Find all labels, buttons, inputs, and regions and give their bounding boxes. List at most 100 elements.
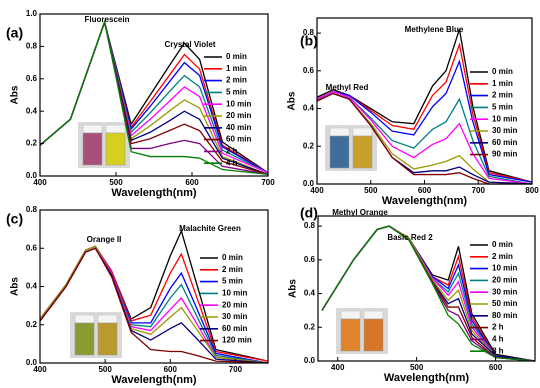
panel: 400 500 600 700 0.0 0.2 0.4 0.6 0.8 1.0 Wavelength… — [6, 9, 275, 199]
legend-label: 10 min — [222, 289, 247, 298]
vial — [105, 132, 126, 166]
legend-label: 50 min — [492, 299, 517, 308]
annotation: Methyl Red — [326, 83, 369, 92]
x-tick-label: 700 — [472, 186, 486, 195]
legend-label: 90 min — [492, 150, 517, 159]
x-tick-label: 500 — [410, 363, 424, 372]
x-axis-label: Wavelength(nm) — [111, 187, 196, 199]
x-axis-label: Wavelength(nm) — [384, 372, 469, 384]
y-tick-label: 0.4 — [303, 104, 315, 113]
x-tick-label: 600 — [489, 363, 503, 372]
x-axis-label: Wavelength(nm) — [382, 195, 467, 207]
legend-label: 5 min — [492, 103, 513, 112]
vial-cap — [105, 124, 126, 134]
y-tick-label: 0.8 — [304, 221, 316, 230]
y-tick-label: 0.0 — [303, 179, 315, 188]
annotation: Methylene Blue — [405, 25, 464, 34]
y-tick-label: 0.6 — [26, 243, 38, 252]
legend-label: 10 min — [492, 264, 517, 273]
spectrum-line — [321, 225, 536, 362]
legend-label: 2 min — [226, 76, 247, 85]
y-tick-label: 0.2 — [303, 141, 315, 150]
y-tick-label: 0.8 — [26, 205, 38, 214]
spectrum-line — [316, 90, 533, 185]
panel: 400 500 600 0.0 0.2 0.4 0.6 0.8 Wavelength(nm) Ab… — [288, 205, 536, 384]
y-tick-label: 0.4 — [304, 289, 316, 298]
x-tick-label: 400 — [310, 186, 324, 195]
legend-label: 40 min — [226, 123, 251, 132]
y-tick-label: 0.8 — [303, 28, 315, 37]
legend-label: 1 min — [226, 64, 247, 73]
legend-label: 120 min — [222, 336, 252, 345]
annotation: Malachite Green — [179, 224, 241, 233]
y-tick-label: 0.4 — [26, 106, 38, 115]
annotation: Methyl Orange — [332, 208, 388, 217]
legend-label: 8 h — [492, 346, 504, 355]
legend-label: 30 min — [222, 312, 247, 321]
legend-label: 60 min — [226, 135, 251, 144]
y-axis-label: Abs — [287, 91, 298, 110]
vial — [82, 132, 103, 166]
x-tick-label: 500 — [364, 186, 378, 195]
vial — [74, 322, 95, 356]
y-tick-label: 0.8 — [26, 42, 38, 51]
spectrum-line — [316, 92, 532, 185]
y-tick-label: 0.0 — [304, 356, 316, 365]
vial — [329, 135, 350, 169]
annotation: Orange II — [87, 235, 122, 244]
legend-label: 60 min — [222, 324, 247, 333]
y-axis-label: Abs — [10, 85, 21, 104]
x-tick-label: 600 — [418, 186, 432, 195]
legend-label: 0 min — [492, 67, 513, 76]
legend-label: 5 min — [226, 88, 247, 97]
plot-frame — [39, 13, 269, 177]
legend-label: 30 min — [492, 287, 517, 296]
legend-label: 0 min — [492, 240, 513, 249]
legend-label: 4 h — [492, 335, 504, 344]
spectrum-line — [39, 245, 269, 364]
y-tick-label: 0.6 — [304, 255, 316, 264]
legend-label: 10 min — [226, 99, 251, 108]
annotation: Basic Red 2 — [387, 233, 433, 242]
legend-label: 4 h — [226, 158, 238, 167]
y-tick-label: 0.2 — [26, 320, 38, 329]
x-tick-label: 600 — [164, 365, 178, 374]
legend-label: 20 min — [222, 300, 247, 309]
panel-label: (c) — [6, 211, 23, 227]
vial — [340, 318, 361, 352]
x-tick-label: 400 — [33, 365, 47, 374]
y-tick-label: 0.0 — [26, 358, 38, 367]
vial — [97, 322, 118, 356]
y-tick-label: 0.2 — [26, 139, 38, 148]
spectrum-line — [39, 247, 269, 364]
panel: 400 500 600 700 0.0 0.2 0.4 0.6 0.8 Wavelength(nm… — [6, 205, 269, 386]
vial-cap — [329, 127, 350, 137]
legend-label: 0 min — [226, 52, 247, 61]
legend-label: 0 min — [222, 253, 243, 262]
vial-cap — [97, 314, 118, 324]
vial-cap — [352, 127, 373, 137]
legend-label: 2 min — [222, 265, 243, 274]
x-tick-label: 700 — [229, 365, 243, 374]
x-tick-label: 700 — [261, 178, 275, 187]
y-axis-label: Abs — [10, 277, 21, 296]
x-tick-label: 500 — [98, 365, 112, 374]
legend-label: 2 h — [492, 323, 504, 332]
x-tick-label: 800 — [525, 186, 539, 195]
annotation: Fluorescein — [85, 15, 130, 24]
x-tick-label: 400 — [33, 178, 47, 187]
legend-label: 60 min — [492, 138, 517, 147]
annotation: Crystal Violet — [165, 40, 216, 49]
legend-label: 2 min — [492, 91, 513, 100]
y-tick-label: 0.2 — [304, 322, 316, 331]
legend-label: 1 min — [492, 79, 513, 88]
y-tick-label: 0.0 — [26, 171, 38, 180]
vial-cap — [74, 314, 95, 324]
vial — [352, 135, 373, 169]
x-tick-label: 600 — [185, 178, 199, 187]
y-tick-label: 0.6 — [303, 66, 315, 75]
x-tick-label: 400 — [331, 363, 345, 372]
vial-cap — [82, 124, 103, 134]
